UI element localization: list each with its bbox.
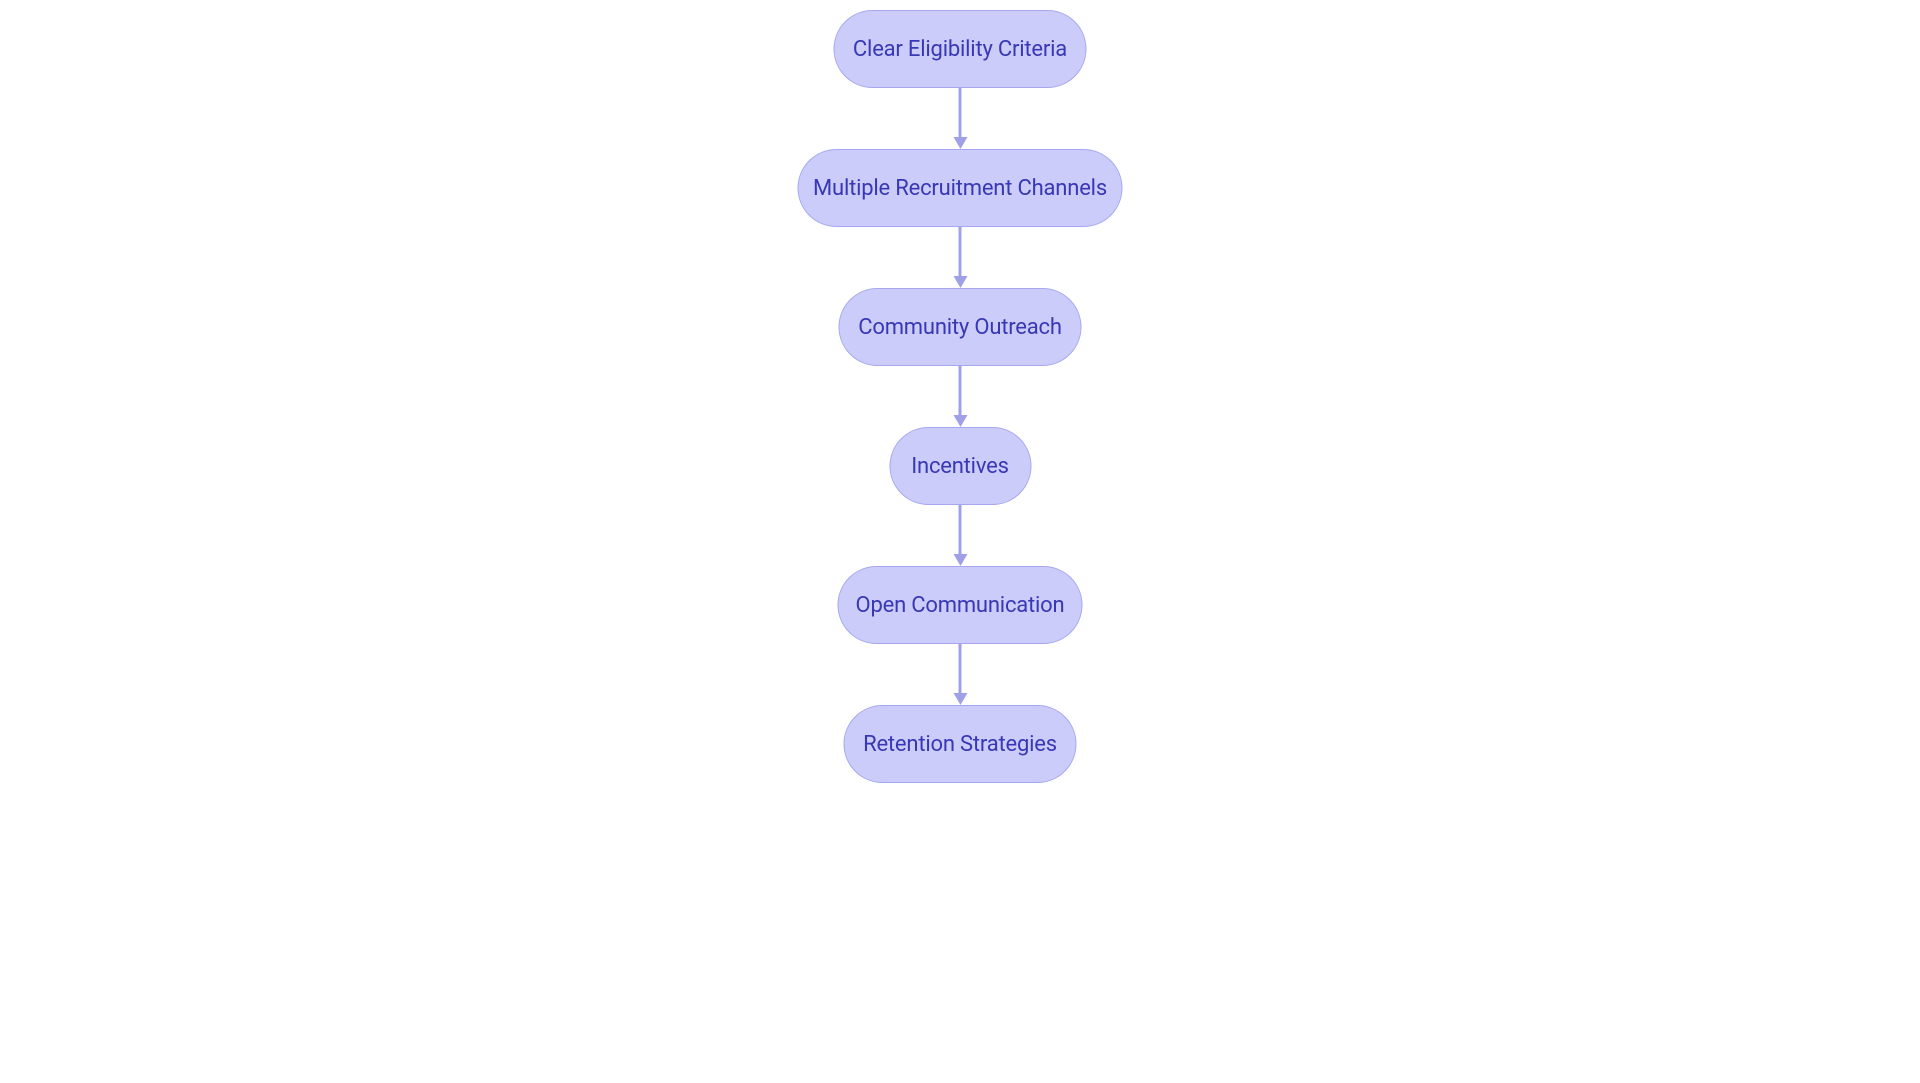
arrow-line (959, 366, 962, 416)
node-label: Multiple Recruitment Channels (813, 176, 1107, 201)
node-label: Incentives (911, 454, 1009, 479)
node-label: Retention Strategies (863, 732, 1057, 757)
arrow-head-icon (953, 415, 967, 427)
arrow-line (959, 644, 962, 694)
node-incentives: Incentives (889, 427, 1031, 505)
arrow-head-icon (953, 554, 967, 566)
arrow-3 (953, 366, 967, 427)
arrow-head-icon (953, 693, 967, 705)
arrow-4 (953, 505, 967, 566)
arrow-2 (953, 227, 967, 288)
arrow-head-icon (953, 276, 967, 288)
arrow-head-icon (953, 137, 967, 149)
flowchart-container: Clear Eligibility Criteria Multiple Recr… (798, 10, 1123, 783)
arrow-line (959, 227, 962, 277)
node-label: Clear Eligibility Criteria (853, 37, 1067, 62)
arrow-5 (953, 644, 967, 705)
node-label: Community Outreach (858, 315, 1062, 340)
arrow-1 (953, 88, 967, 149)
node-open-communication: Open Communication (838, 566, 1083, 644)
arrow-line (959, 505, 962, 555)
node-multiple-recruitment: Multiple Recruitment Channels (798, 149, 1123, 227)
arrow-line (959, 88, 962, 138)
node-retention-strategies: Retention Strategies (844, 705, 1077, 783)
node-label: Open Communication (856, 593, 1065, 618)
node-clear-eligibility: Clear Eligibility Criteria (834, 10, 1087, 88)
node-community-outreach: Community Outreach (839, 288, 1082, 366)
